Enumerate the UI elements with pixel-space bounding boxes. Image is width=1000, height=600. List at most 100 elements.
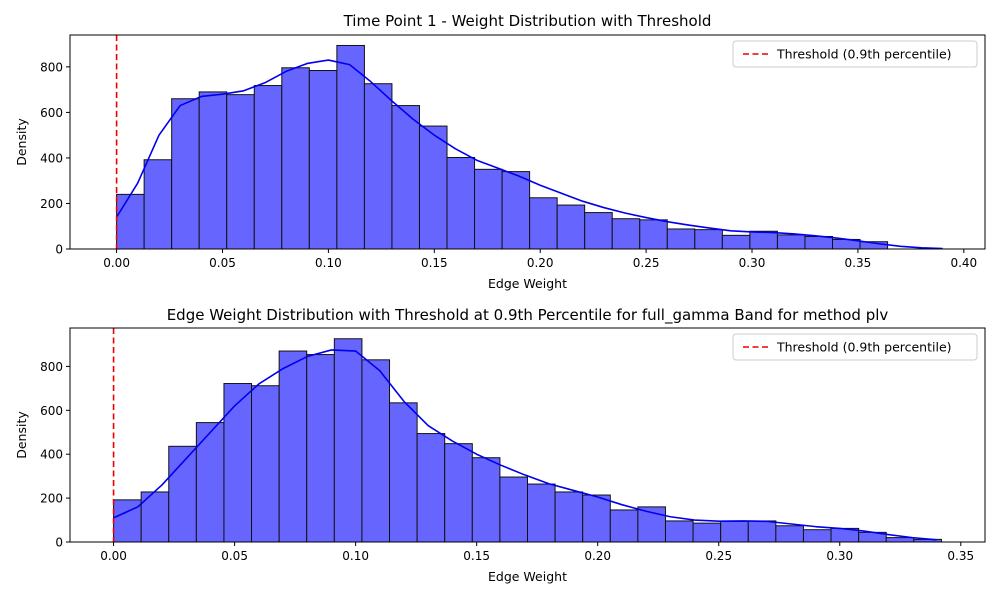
- legend-label: Threshold (0.9th percentile): [776, 340, 952, 355]
- legend-label: Threshold (0.9th percentile): [776, 47, 952, 62]
- histogram-bar: [692, 522, 722, 543]
- x-tick-label: 0.00: [100, 549, 127, 563]
- y-tick-label: 800: [40, 60, 63, 74]
- legend: Threshold (0.9th percentile): [732, 40, 978, 68]
- x-tick-label: 0.20: [527, 256, 554, 270]
- x-tick-label: 0.35: [845, 256, 872, 270]
- histogram-bar: [775, 525, 804, 543]
- kde-curve: [115, 59, 943, 250]
- x-tick-label: 0.15: [463, 549, 490, 563]
- x-tick-label: 0.10: [315, 256, 342, 270]
- x-axis: 0.00 0.05 0.10 0.15 0.20 0.25 0.30 0.35: [100, 542, 974, 563]
- y-tick-label: 400: [40, 448, 63, 462]
- legend-box: [732, 333, 978, 361]
- x-axis: 0.00 0.05 0.10 0.15 0.20 0.25 0.30 0.35 0.40: [103, 249, 977, 270]
- histogram-bar: [474, 168, 503, 250]
- histogram-bar: [501, 171, 531, 250]
- x-axis-label: Edge Weight: [488, 276, 567, 291]
- histogram-bar: [333, 338, 363, 543]
- y-axis: 0 200 400 600 800: [40, 360, 70, 550]
- histogram-bar: [361, 359, 391, 543]
- histogram-bar: [776, 234, 806, 250]
- histogram-bar: [747, 520, 777, 543]
- histogram-bar: [113, 499, 142, 543]
- histogram-bar: [416, 433, 446, 543]
- histogram-bar: [611, 218, 641, 250]
- histogram-bar: [666, 228, 696, 250]
- histogram-bar: [306, 354, 335, 543]
- histogram-bar: [446, 156, 476, 250]
- x-tick-label: 0.35: [947, 549, 974, 563]
- histogram-bar: [527, 483, 556, 543]
- histogram-bar: [391, 105, 420, 250]
- y-tick-label: 200: [40, 492, 63, 506]
- histogram-bar: [556, 204, 586, 250]
- histogram-bar: [584, 212, 613, 250]
- x-tick-label: 0.10: [342, 549, 369, 563]
- histogram-bar: [721, 234, 751, 250]
- histogram-bar: [582, 494, 611, 543]
- x-tick-label: 0.30: [739, 256, 766, 270]
- x-tick-label: 0.25: [705, 549, 732, 563]
- histogram-bar: [389, 402, 418, 543]
- y-axis: 0 200 400 600 800: [40, 60, 70, 257]
- histogram-bar: [363, 83, 393, 250]
- y-tick-label: 400: [40, 151, 63, 165]
- histogram-bar: [639, 219, 668, 250]
- histogram-bar: [278, 350, 308, 543]
- histogram-bar: [253, 85, 283, 250]
- axes-frame: [69, 34, 986, 250]
- y-tick-label: 600: [40, 404, 63, 418]
- x-axis-label: Edge Weight: [488, 569, 567, 584]
- histogram-bar: [226, 94, 255, 250]
- histogram-bar: [195, 422, 225, 543]
- histogram-bar: [749, 230, 778, 250]
- histogram-bar: [171, 98, 200, 250]
- x-tick-label: 0.05: [209, 256, 236, 270]
- x-tick-label: 0.30: [826, 549, 853, 563]
- chart-title: Time Point 1 - Weight Distribution with …: [343, 12, 712, 30]
- x-tick-label: 0.20: [584, 549, 611, 563]
- x-tick-label: 0.05: [221, 549, 248, 563]
- histogram-bar: [281, 67, 310, 250]
- x-tick-label: 0.00: [103, 256, 130, 270]
- histogram-bar: [499, 476, 528, 543]
- histogram-bars: [116, 44, 889, 250]
- legend: Threshold (0.9th percentile): [732, 333, 978, 361]
- kde-curve: [113, 349, 937, 541]
- histogram-bar: [444, 443, 473, 543]
- y-tick-label: 200: [40, 197, 63, 211]
- histogram-bar: [116, 193, 145, 250]
- histogram-bar: [804, 235, 833, 250]
- histogram-bar: [694, 229, 723, 250]
- histogram-bar: [802, 529, 832, 543]
- histogram-bar: [720, 520, 749, 543]
- chart-title: Edge Weight Distribution with Threshold …: [167, 306, 889, 325]
- histogram-bar: [143, 159, 173, 250]
- axes-frame: [69, 327, 986, 543]
- y-tick-label: 0: [55, 243, 63, 257]
- x-tick-label: 0.25: [633, 256, 660, 270]
- histogram-bar: [168, 445, 197, 543]
- histogram-bar: [418, 125, 448, 250]
- y-tick-label: 600: [40, 106, 63, 120]
- histogram-bar: [471, 457, 501, 543]
- y-tick-label: 800: [40, 360, 63, 374]
- histogram-bar: [308, 70, 338, 250]
- chart-panel-2: Edge Weight Distribution with Threshold …: [14, 306, 986, 584]
- histogram-bar: [664, 520, 694, 543]
- y-axis-label: Density: [14, 118, 29, 166]
- y-axis-label: Density: [14, 411, 29, 459]
- histogram-bar: [885, 537, 915, 543]
- x-tick-label: 0.40: [950, 256, 977, 270]
- histogram-bar: [609, 509, 639, 543]
- histogram-bar: [223, 383, 253, 543]
- histogram-bar: [554, 491, 584, 543]
- legend-box: [732, 40, 978, 68]
- x-tick-label: 0.15: [421, 256, 448, 270]
- histogram-bar: [529, 197, 558, 250]
- y-tick-label: 0: [55, 536, 63, 550]
- histogram-bar: [251, 385, 280, 543]
- histogram-bars: [113, 338, 942, 543]
